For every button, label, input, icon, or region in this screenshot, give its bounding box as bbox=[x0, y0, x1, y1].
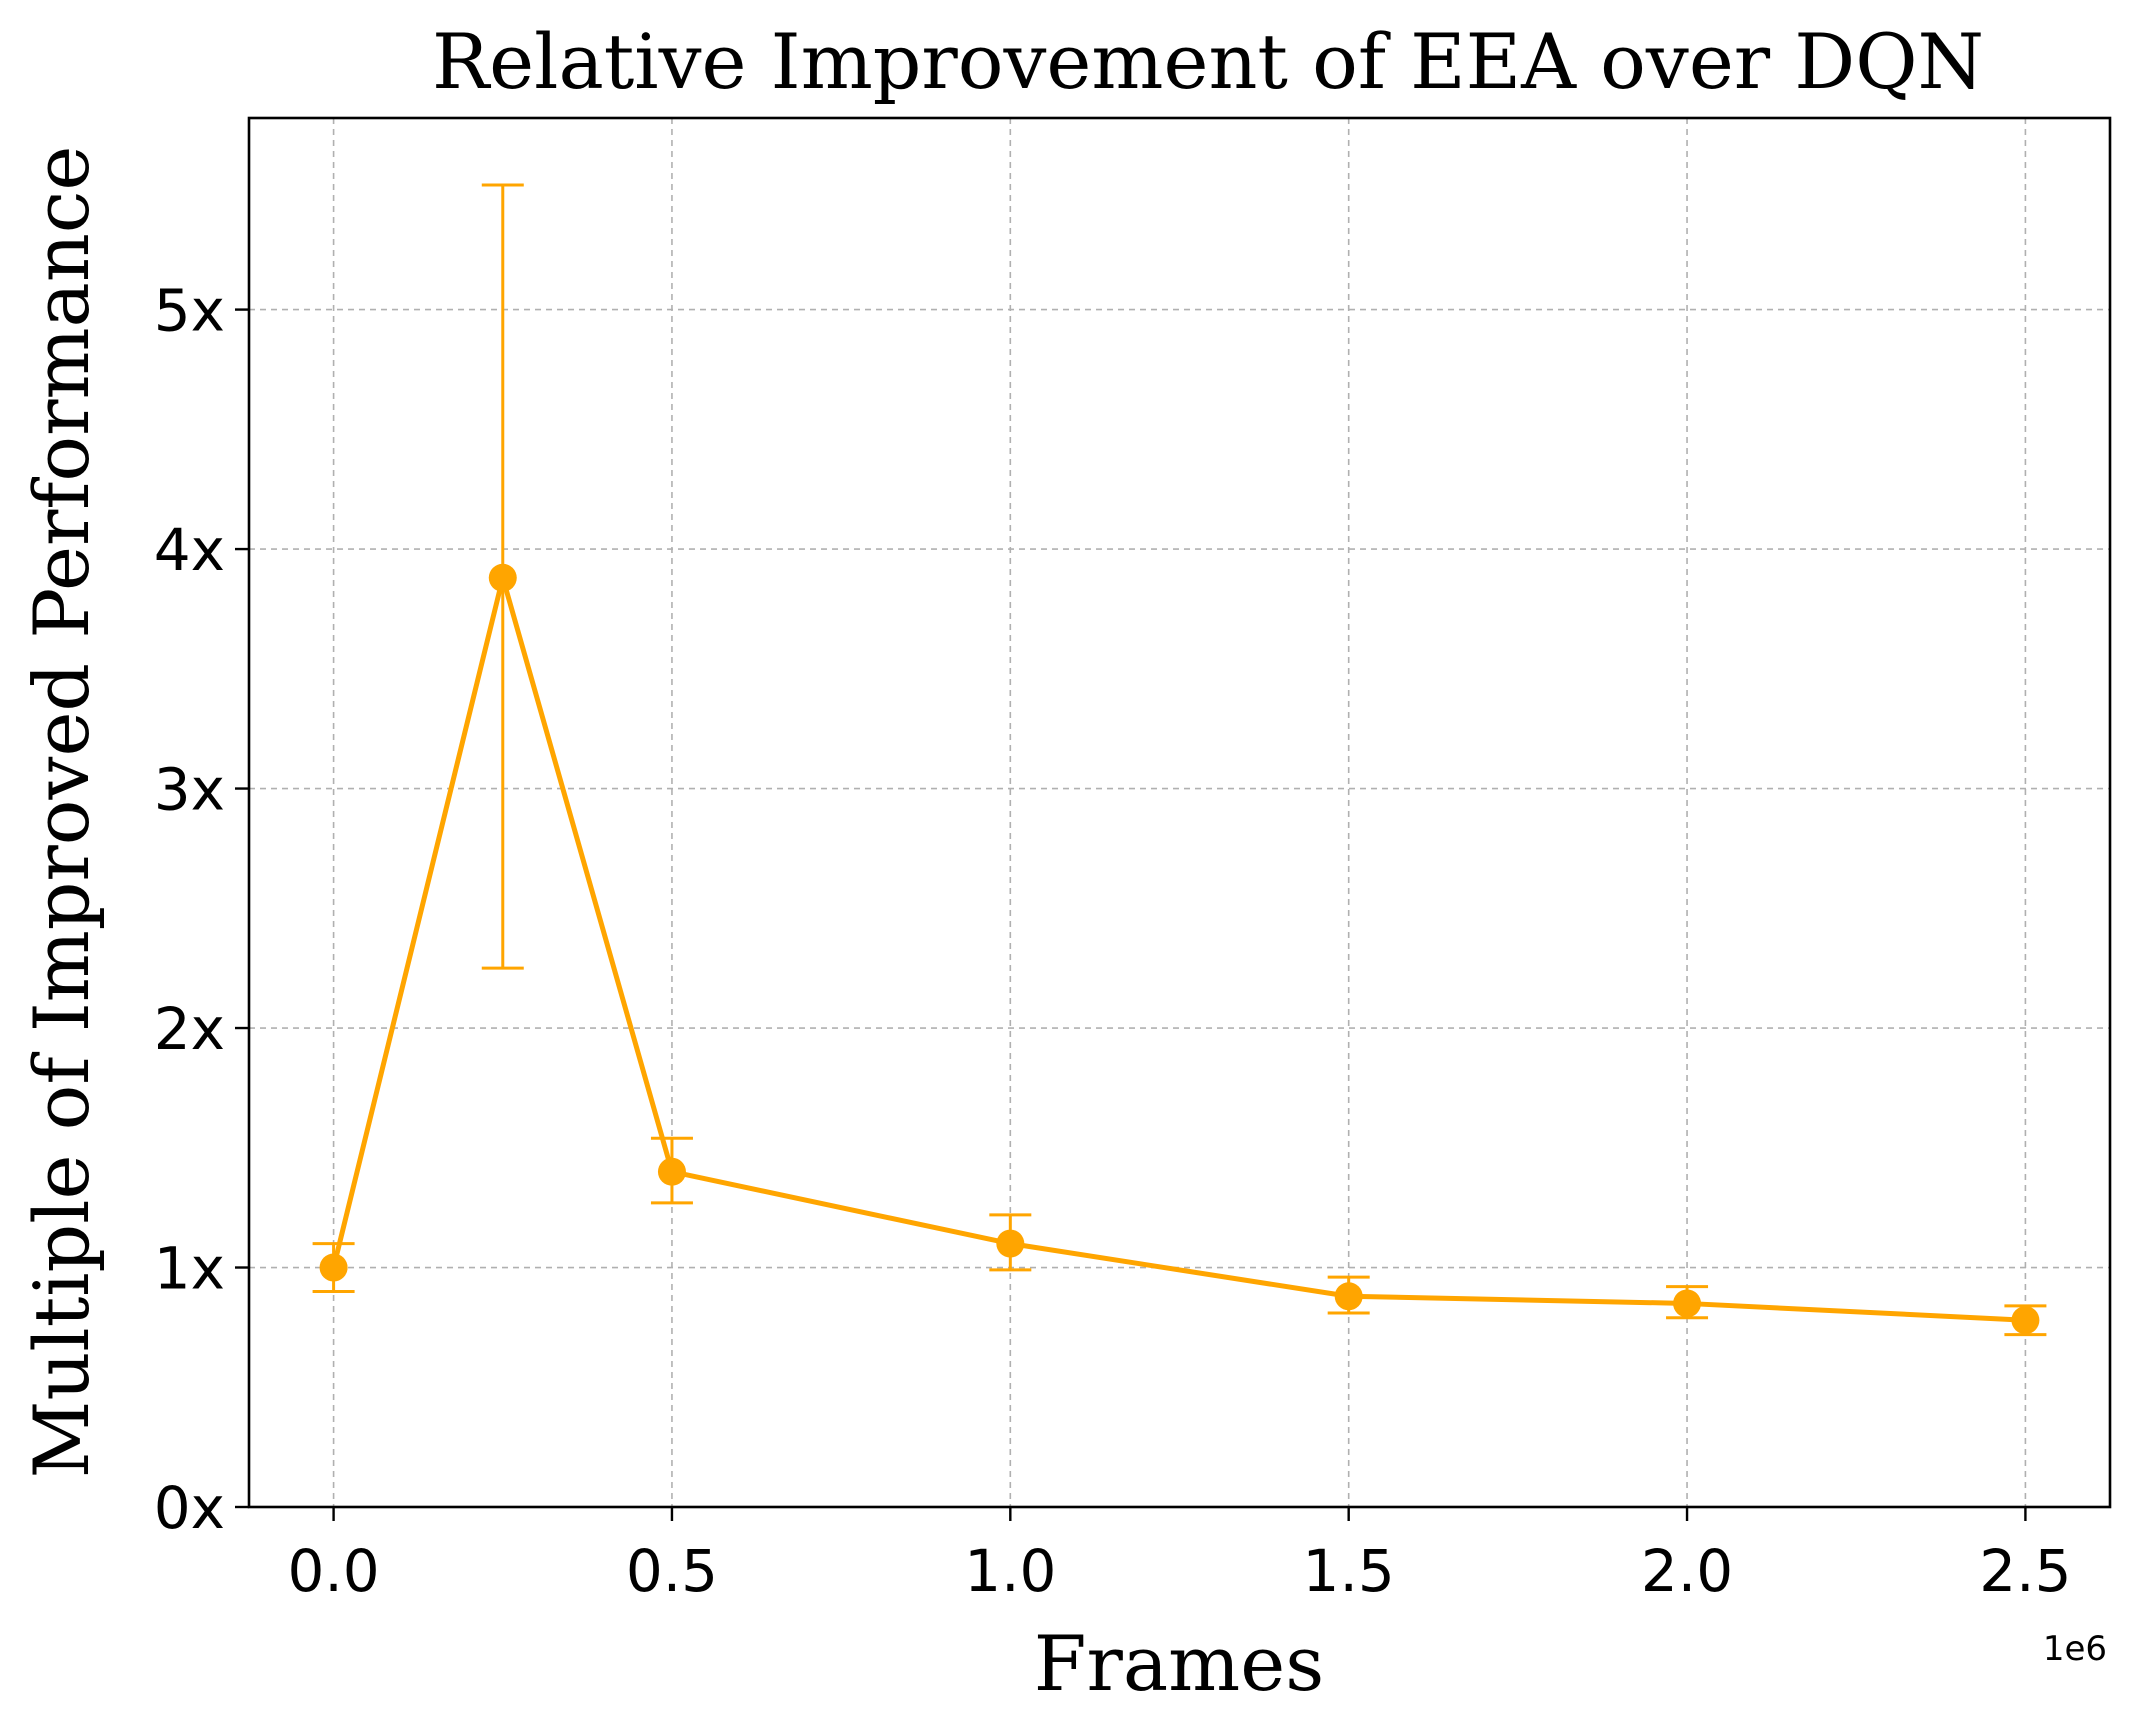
data-point-5 bbox=[1673, 1289, 1702, 1318]
data-point-2 bbox=[657, 1157, 686, 1186]
data-point-6 bbox=[2011, 1306, 2040, 1335]
x-tick-label-0: 0.0 bbox=[287, 1537, 379, 1605]
y-tick-label-3: 3x bbox=[154, 756, 225, 824]
plot-area-frame bbox=[247, 116, 2112, 1509]
data-point-0 bbox=[319, 1253, 348, 1282]
series-0 bbox=[312, 183, 2047, 1337]
y-tick-label-4: 4x bbox=[154, 516, 225, 584]
axis-ticks: 0.0 0.5 1.0 1.5 2.0 2.5 0x 1x 2x 3x 4x 5x bbox=[154, 277, 2072, 1605]
x-tick-label-4: 2.0 bbox=[1641, 1537, 1733, 1605]
chart-title: Relative Improvement of EEA over DQN bbox=[432, 17, 1984, 106]
series-line-0 bbox=[331, 575, 2026, 1323]
x-tick-label-3: 1.5 bbox=[1303, 1537, 1395, 1605]
y-tick-label-0: 0x bbox=[154, 1474, 225, 1542]
y-tick-label-5: 5x bbox=[154, 277, 225, 345]
y-tick-label-2: 2x bbox=[154, 995, 225, 1063]
y-tick-label-1: 1x bbox=[154, 1235, 225, 1303]
grid-lines bbox=[249, 118, 2110, 1508]
data-point-1 bbox=[488, 563, 517, 592]
data-point-4 bbox=[1334, 1282, 1363, 1311]
data-point-3 bbox=[996, 1229, 1025, 1258]
x-tick-label-5: 2.5 bbox=[1979, 1537, 2071, 1605]
x-axis-offset-label: 1e6 bbox=[2043, 1629, 2107, 1669]
series-layer bbox=[312, 183, 2047, 1337]
y-axis-label: Multiple of Improved Performance bbox=[17, 146, 106, 1479]
x-tick-label-2: 1.0 bbox=[964, 1537, 1056, 1605]
x-tick-label-1: 0.5 bbox=[626, 1537, 718, 1605]
x-axis-label: Frames bbox=[1034, 1619, 1324, 1708]
